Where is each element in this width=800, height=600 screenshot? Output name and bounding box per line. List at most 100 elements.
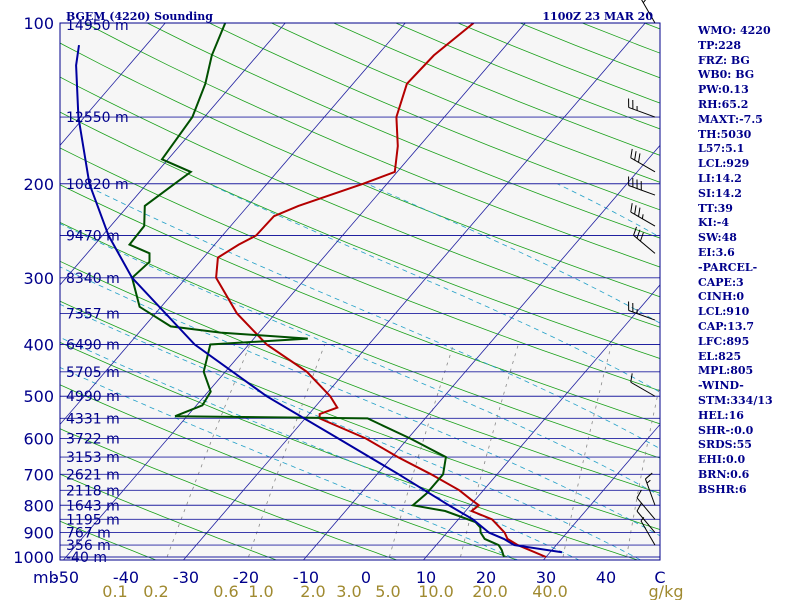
mixing-ratio-tick-label: 3.0 bbox=[336, 582, 361, 600]
pressure-tick-label: 1000 bbox=[13, 548, 54, 567]
isotherm bbox=[302, 144, 660, 560]
mixing-ratio-tick-label: g/kg bbox=[649, 582, 684, 600]
mixing-ratio-tick-label: 0.1 bbox=[102, 582, 127, 600]
isotherm bbox=[60, 23, 406, 426]
dry-adiabat bbox=[60, 222, 660, 459]
dry-adiabat bbox=[60, 42, 660, 298]
moist-adiabat bbox=[60, 367, 519, 560]
isotherm bbox=[182, 23, 646, 560]
isotherm bbox=[422, 284, 660, 560]
height-label: 8340 m bbox=[66, 271, 120, 287]
parameter-item: CAPE:3 bbox=[698, 275, 744, 289]
temperature-tick-label: -50 bbox=[53, 568, 79, 587]
wind-barb-staff bbox=[636, 497, 656, 520]
pressure-tick-label: 200 bbox=[23, 175, 54, 194]
sounding-parameters: WMO: 4220 TP:228 FRZ: BG WB0: BG PW:0.13 RH:6… bbox=[698, 24, 773, 498]
height-label: 1195 m bbox=[66, 512, 120, 528]
wind-barb-flag bbox=[636, 229, 641, 239]
height-label: 3722 m bbox=[66, 432, 120, 448]
dry-adiabat bbox=[60, 111, 660, 359]
parameter-item: LCL:910 bbox=[698, 305, 750, 319]
dry-adiabat bbox=[769, 23, 800, 568]
temperature-tick-label: -30 bbox=[173, 568, 199, 587]
wind-barb bbox=[636, 489, 656, 520]
height-label: 9470 m bbox=[66, 228, 120, 244]
wind-barb-staff bbox=[640, 520, 656, 546]
wind-barb-staff bbox=[628, 185, 656, 196]
wind-barb-half-flag bbox=[646, 479, 651, 484]
wind-barb bbox=[630, 373, 656, 397]
isotherm bbox=[542, 423, 660, 560]
moist-adiabat bbox=[60, 266, 660, 537]
pressure-tick-label: 600 bbox=[23, 430, 54, 449]
parameter-item: CINH:0 bbox=[698, 290, 745, 304]
wind-barb-half-flag bbox=[640, 517, 645, 522]
height-label: 2118 m bbox=[66, 483, 120, 499]
wind-barb-flag bbox=[636, 503, 642, 512]
parameter-item: LCL:929 bbox=[698, 157, 750, 171]
height-label: 4331 m bbox=[66, 411, 120, 427]
mixing-ratio-tick-label: 5.0 bbox=[375, 582, 400, 600]
parameter-item: KI:-4 bbox=[698, 216, 729, 230]
wind-barb-staff bbox=[630, 211, 656, 227]
height-label: 356 m bbox=[66, 538, 111, 554]
temperature-tick-label: 0 bbox=[361, 568, 371, 587]
parameter-item: SRDS:55 bbox=[698, 438, 752, 452]
wind-barb bbox=[628, 301, 656, 321]
parameter-item: PW:0.13 bbox=[698, 83, 749, 97]
wind-barb bbox=[630, 148, 656, 173]
mixing-ratio-tick-label: 0.2 bbox=[143, 582, 168, 600]
pressure-tick-label: 900 bbox=[23, 524, 54, 543]
wind-barb-flag bbox=[638, 207, 641, 217]
grid bbox=[0, 23, 800, 568]
temperature-tick-label: -10 bbox=[293, 568, 319, 587]
parameter-item: FRZ: BG bbox=[698, 53, 750, 67]
isotherm bbox=[60, 23, 166, 146]
profiles bbox=[75, 23, 563, 558]
pressure-tick-label: 400 bbox=[23, 336, 54, 355]
wind-barb-flag bbox=[645, 472, 653, 480]
temperature-tick-label: 30 bbox=[536, 568, 556, 587]
parameter-item: LFC:895 bbox=[698, 334, 750, 348]
wind-barb-staff bbox=[630, 381, 656, 397]
parameter-item: CAP:13.7 bbox=[698, 319, 755, 333]
wind-barb-flag bbox=[634, 151, 637, 161]
plot-background bbox=[60, 23, 660, 560]
parameter-item: LI:14.2 bbox=[698, 171, 742, 185]
parameter-item: L57:5.1 bbox=[698, 142, 745, 156]
height-label: 3153 m bbox=[66, 450, 120, 466]
chart-title: BGEM (4220) Sounding bbox=[66, 10, 213, 23]
wind-barb-staff bbox=[641, 0, 656, 24]
wind-barb bbox=[628, 176, 656, 196]
dry-adiabat bbox=[0, 23, 56, 568]
series-line-temperature bbox=[215, 23, 547, 558]
y-axis-label: mb bbox=[33, 568, 59, 587]
mixing-ratio-tick-label: 0.6 bbox=[213, 582, 238, 600]
pressure-tick-label: 500 bbox=[23, 387, 54, 406]
parameter-item: EL:825 bbox=[698, 349, 742, 363]
temperature-tick-label: 20 bbox=[476, 568, 496, 587]
wind-barb-staff bbox=[628, 310, 656, 321]
height-label: 14950 m bbox=[66, 18, 129, 34]
height-label: 5705 m bbox=[66, 365, 120, 381]
parameter-item: EHI:0.0 bbox=[698, 453, 746, 467]
wind-barb-flag bbox=[630, 203, 633, 213]
wind-barb-staff bbox=[644, 478, 656, 506]
dry-adiabat bbox=[60, 384, 519, 560]
wind-barb-staff bbox=[628, 106, 656, 118]
pressure-tick-label: 700 bbox=[23, 465, 54, 484]
wind-barb-flag bbox=[638, 153, 641, 163]
dry-adiabat bbox=[60, 76, 660, 328]
wind-barb bbox=[644, 472, 656, 506]
wind-barbs bbox=[628, 0, 656, 546]
parameter-item: RH:65.2 bbox=[698, 97, 749, 111]
height-label: -40 m bbox=[66, 550, 107, 566]
parameter-item: EI:3.6 bbox=[698, 245, 735, 259]
height-label: 1643 m bbox=[66, 498, 120, 514]
wind-barb-flag bbox=[636, 489, 642, 499]
parameter-item: SI:14.2 bbox=[698, 186, 742, 200]
wind-barb bbox=[628, 98, 656, 118]
moist-adiabat bbox=[60, 303, 642, 560]
